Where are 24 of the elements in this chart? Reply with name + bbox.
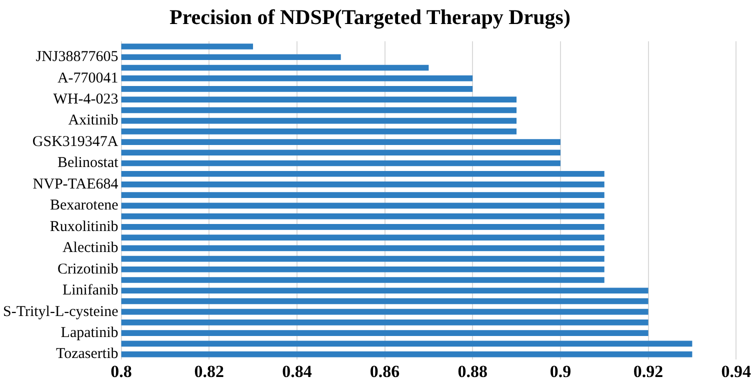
y-tick-label: Crizotinib [57,261,118,278]
y-tick-label: Lapatinib [60,325,118,342]
x-tick-label: 0.88 [458,362,488,382]
y-tick-label: GSK319347A [32,134,118,150]
y-tick-label: JNJ38877605 [36,49,118,66]
x-tick-label: 0.82 [194,362,224,382]
y-tick-label: Bexarotene [50,198,119,214]
y-tick-label: WH-4-023 [53,92,118,108]
x-tick-label: 0.84 [282,362,312,382]
x-tick-label: 0.94 [721,362,752,382]
x-tick-label: 0.92 [633,362,664,382]
x-tick-label: 0.8 [110,362,132,382]
y-tick-label: A-770041 [57,70,118,86]
y-tick-label: Axitinib [68,112,118,129]
y-tick-label: Tozasertib [56,346,118,362]
x-tick-label: 0.86 [370,362,400,382]
y-tick-label: Alectinib [62,240,118,256]
y-tick-label: Belinostat [57,155,120,172]
y-tick-label: S-Trityl-L-cysteine [2,304,119,320]
y-tick-label: Linifanib [62,282,118,299]
y-tick-label: NVP-TAE684 [32,176,119,192]
chart-title: Precision of NDSP(Targeted Therapy Drugs) [170,5,570,30]
y-tick-label: Ruxolitinib [50,218,118,235]
x-tick-label: 0.9 [550,362,572,382]
